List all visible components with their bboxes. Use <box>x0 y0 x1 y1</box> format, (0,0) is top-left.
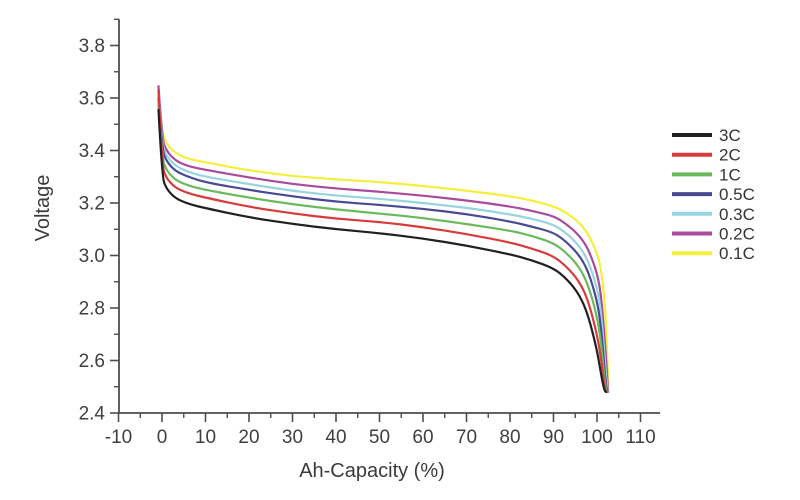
legend-label-0.3C: 0.3C <box>719 205 755 224</box>
curve-0.1C <box>157 96 610 394</box>
x-tick-label: 30 <box>282 427 303 448</box>
x-axis-title: Ah-Capacity (%) <box>299 460 445 482</box>
axes: -10 0 10 20 30 40 50 60 70 80 90 100 110 2.4 2.6 2.8 3.0… <box>79 18 661 448</box>
curve-3C <box>157 108 607 394</box>
legend-label-0.5C: 0.5C <box>719 185 755 204</box>
y-axis-title: Voltage <box>32 175 54 242</box>
x-tick-label: 40 <box>325 427 346 448</box>
x-tick-label: 10 <box>195 427 216 448</box>
x-tick-label: 20 <box>238 427 259 448</box>
curve-1C <box>157 102 608 394</box>
x-tick-label: 100 <box>581 427 613 448</box>
x-tick-label: 70 <box>456 427 477 448</box>
y-tick-label: 3.6 <box>79 89 105 110</box>
x-tick-label: 50 <box>369 427 390 448</box>
x-tick-label: 110 <box>625 427 655 448</box>
y-tick-label: 2.8 <box>79 299 105 320</box>
legend-label-0.1C: 0.1C <box>719 244 755 263</box>
curve-0.2C <box>157 85 610 394</box>
legend-label-0.2C: 0.2C <box>719 225 755 244</box>
y-tick-label: 3.2 <box>79 194 105 215</box>
curve-2C <box>157 89 608 394</box>
x-tick-label: 60 <box>412 427 433 448</box>
legend-label-1C: 1C <box>719 165 741 184</box>
curve-0.3C <box>157 93 609 394</box>
y-tick-label: 2.4 <box>79 404 106 425</box>
legend-label-2C: 2C <box>719 146 741 165</box>
curve-0.5C <box>157 96 609 394</box>
y-tick-label: 3.8 <box>79 36 105 57</box>
y-tick-label: 3.0 <box>79 246 105 267</box>
curves <box>157 85 610 394</box>
x-tick-label: 0 <box>157 427 168 448</box>
x-tick-label: 80 <box>499 427 520 448</box>
y-tick-label: 2.6 <box>79 351 105 372</box>
x-tick-label: -10 <box>105 427 132 448</box>
x-tick-label: 90 <box>543 427 564 448</box>
y-tick-label: 3.4 <box>79 141 106 162</box>
legend-label-3C: 3C <box>719 126 741 145</box>
